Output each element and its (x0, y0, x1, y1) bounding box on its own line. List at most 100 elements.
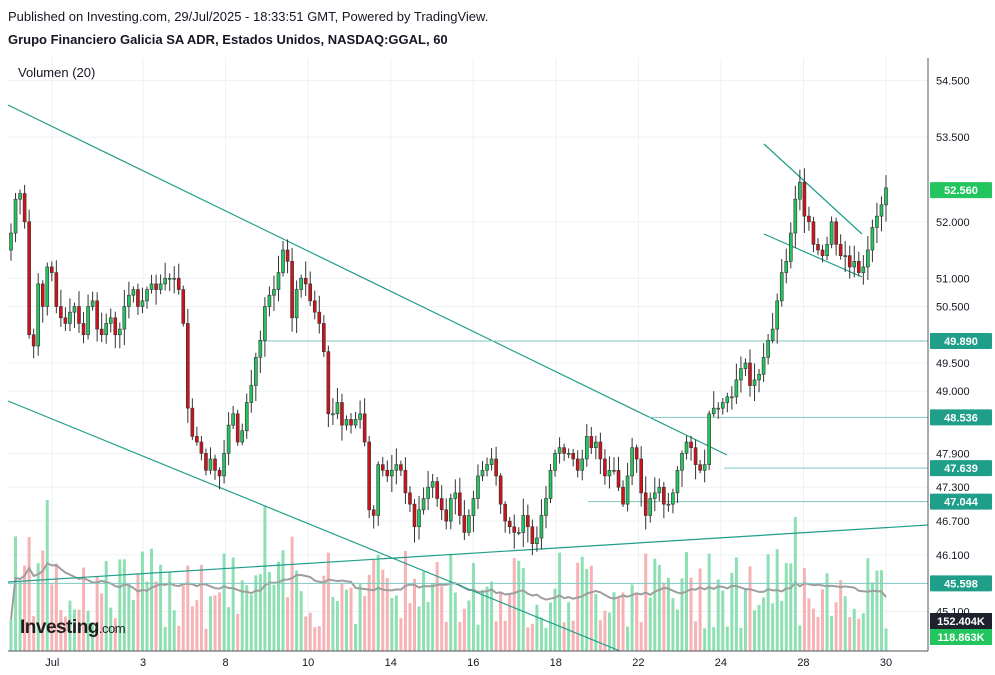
price-tag-box (930, 332, 992, 349)
trendline (7, 524, 929, 583)
candle-up (548, 469, 553, 499)
price-tag-label: 45.598 (944, 578, 978, 590)
candle-up (730, 396, 734, 399)
volume-bar (471, 562, 475, 651)
volume-tag-box (930, 613, 992, 629)
candle-down (22, 193, 27, 223)
candle-up (870, 227, 875, 251)
candle-up (127, 294, 131, 307)
candle-down (399, 464, 403, 471)
volume-bar (666, 577, 670, 651)
price-tag-label: 49.890 (944, 336, 978, 348)
candle-down (27, 221, 31, 336)
volume-bar (530, 623, 534, 651)
volume-bar (41, 550, 45, 651)
logo-main-text: Investing (20, 617, 99, 638)
volume-bar (775, 549, 779, 651)
candle-down (199, 441, 204, 454)
candle-up (13, 198, 18, 234)
candle-up (331, 413, 335, 416)
volume-bar (208, 596, 212, 651)
volume-bar (553, 588, 557, 651)
candle-up (467, 515, 471, 533)
volume-bar (875, 570, 879, 651)
candle-up (294, 289, 299, 319)
candle-down (213, 458, 217, 471)
volume-bar (177, 625, 181, 651)
volume-bar (95, 576, 99, 651)
volume-bar (481, 589, 485, 651)
x-tick-label: 8 (223, 657, 229, 669)
candle-up (607, 469, 612, 477)
volume-bar (331, 596, 335, 651)
volume-bar (535, 604, 539, 651)
volume-bar (426, 601, 430, 651)
candle-up (145, 289, 149, 302)
x-tick-label: 28 (797, 657, 809, 669)
y-tick-label: 46.100 (936, 550, 970, 562)
volume-bar (245, 585, 249, 651)
candle-up (652, 492, 657, 499)
candle-up (222, 453, 226, 477)
candle-up (798, 181, 802, 200)
volume-bar (830, 615, 834, 651)
candle-down (285, 249, 290, 262)
candle-down (99, 328, 104, 336)
volume-bar (23, 565, 27, 651)
volume-bar (77, 609, 81, 651)
volume-bar (458, 621, 462, 651)
volume-bar (50, 584, 54, 651)
volume-bar (59, 610, 63, 651)
volume-bar (748, 566, 752, 651)
volume-bar (295, 570, 299, 651)
volume-bar (381, 569, 385, 651)
price-tag-box (930, 182, 992, 199)
volume-bar (186, 565, 190, 651)
candle-down (462, 515, 467, 533)
candle-up (471, 498, 476, 516)
volume-bar (440, 586, 444, 651)
volume-bar (354, 624, 358, 651)
candle-down (40, 283, 45, 307)
volume-bar (254, 575, 258, 651)
candle-up (684, 441, 689, 454)
volume-tag-box (930, 629, 992, 645)
volume-bar (317, 626, 321, 651)
volume-bar (698, 568, 702, 651)
volume-bar (544, 627, 548, 651)
volume-bar (127, 584, 131, 651)
volume-bar (766, 554, 770, 651)
candle-down (847, 255, 852, 268)
volume-bar (227, 607, 231, 651)
price-tags: 52.560 49.890 48.536 47.639 47.044 45.598 152.… (930, 182, 992, 645)
volume-bar (657, 564, 661, 651)
candle-up (675, 469, 680, 494)
volume-bar (444, 621, 448, 651)
volume-bar (385, 578, 389, 651)
volume-bar (82, 567, 86, 651)
candle-down (81, 323, 86, 336)
candle-up (489, 458, 494, 465)
volume-bar (45, 500, 49, 651)
candle-up (879, 204, 884, 217)
volume-indicator-label: Volumen (20) (18, 65, 96, 80)
candle-down (507, 520, 512, 528)
x-tick-label: 3 (140, 657, 146, 669)
candle-down (802, 181, 807, 217)
candle-up (843, 255, 847, 257)
volume-bar (72, 609, 76, 651)
candle-up (716, 407, 721, 410)
volume-bar (771, 603, 775, 651)
volume-bar (231, 557, 235, 651)
volume-bar (422, 571, 426, 651)
candle-up (775, 300, 779, 330)
price-tag-box (930, 460, 992, 477)
price-tag-box (930, 409, 992, 426)
candle-up (516, 532, 521, 534)
volume-bar (671, 598, 675, 651)
candle-up (86, 306, 90, 336)
volume-bar (639, 622, 643, 651)
x-tick-label: 24 (715, 657, 727, 669)
candle-down (408, 492, 412, 505)
candle-up (648, 498, 653, 516)
